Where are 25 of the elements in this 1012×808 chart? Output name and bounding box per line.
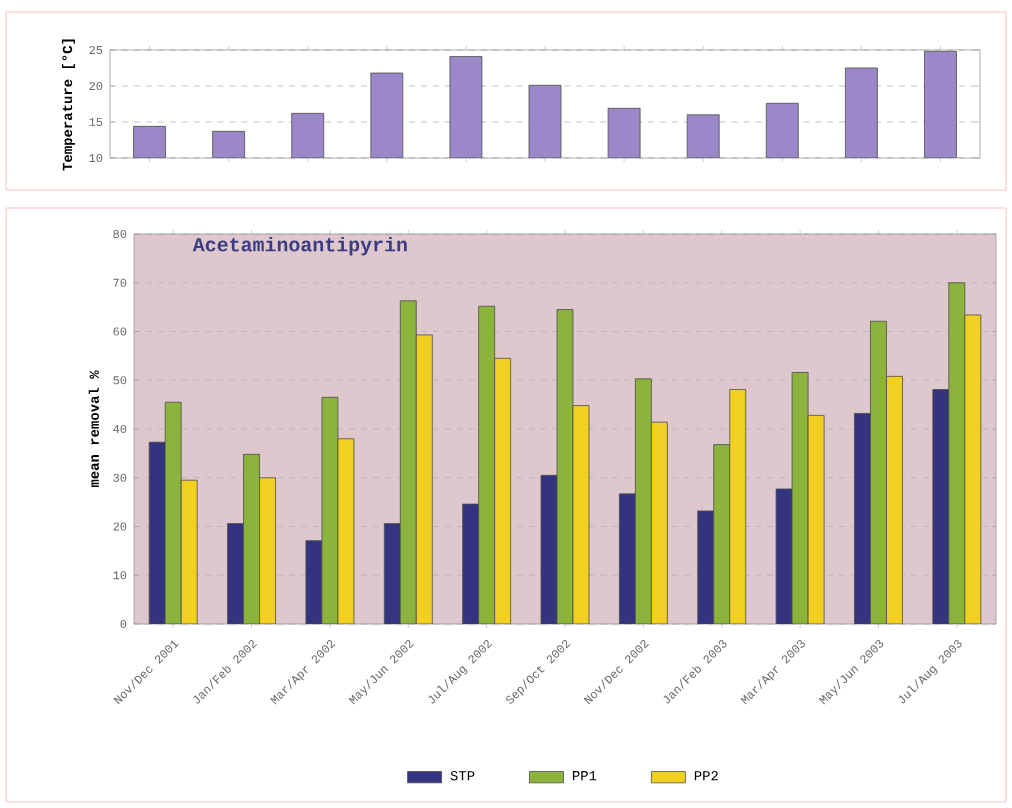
bar xyxy=(697,510,715,624)
bar xyxy=(854,413,871,624)
bar xyxy=(948,282,966,624)
bar xyxy=(383,523,401,624)
bar xyxy=(415,334,433,624)
bar xyxy=(886,375,903,624)
bar xyxy=(494,357,512,624)
bar xyxy=(165,402,182,624)
bar xyxy=(181,480,198,624)
bar xyxy=(149,442,166,624)
bar xyxy=(713,444,731,624)
bar xyxy=(243,453,260,624)
bar xyxy=(227,523,244,624)
bar xyxy=(618,493,636,624)
bar xyxy=(964,314,982,624)
bar xyxy=(870,320,887,624)
chart-title: Acetaminoantipyrin xyxy=(192,236,407,256)
bar xyxy=(650,421,668,624)
bar xyxy=(259,477,276,624)
bar xyxy=(399,300,417,624)
bar xyxy=(634,378,652,624)
bar xyxy=(462,503,480,624)
bar xyxy=(478,305,496,624)
bar xyxy=(932,389,950,624)
bar xyxy=(729,389,747,624)
